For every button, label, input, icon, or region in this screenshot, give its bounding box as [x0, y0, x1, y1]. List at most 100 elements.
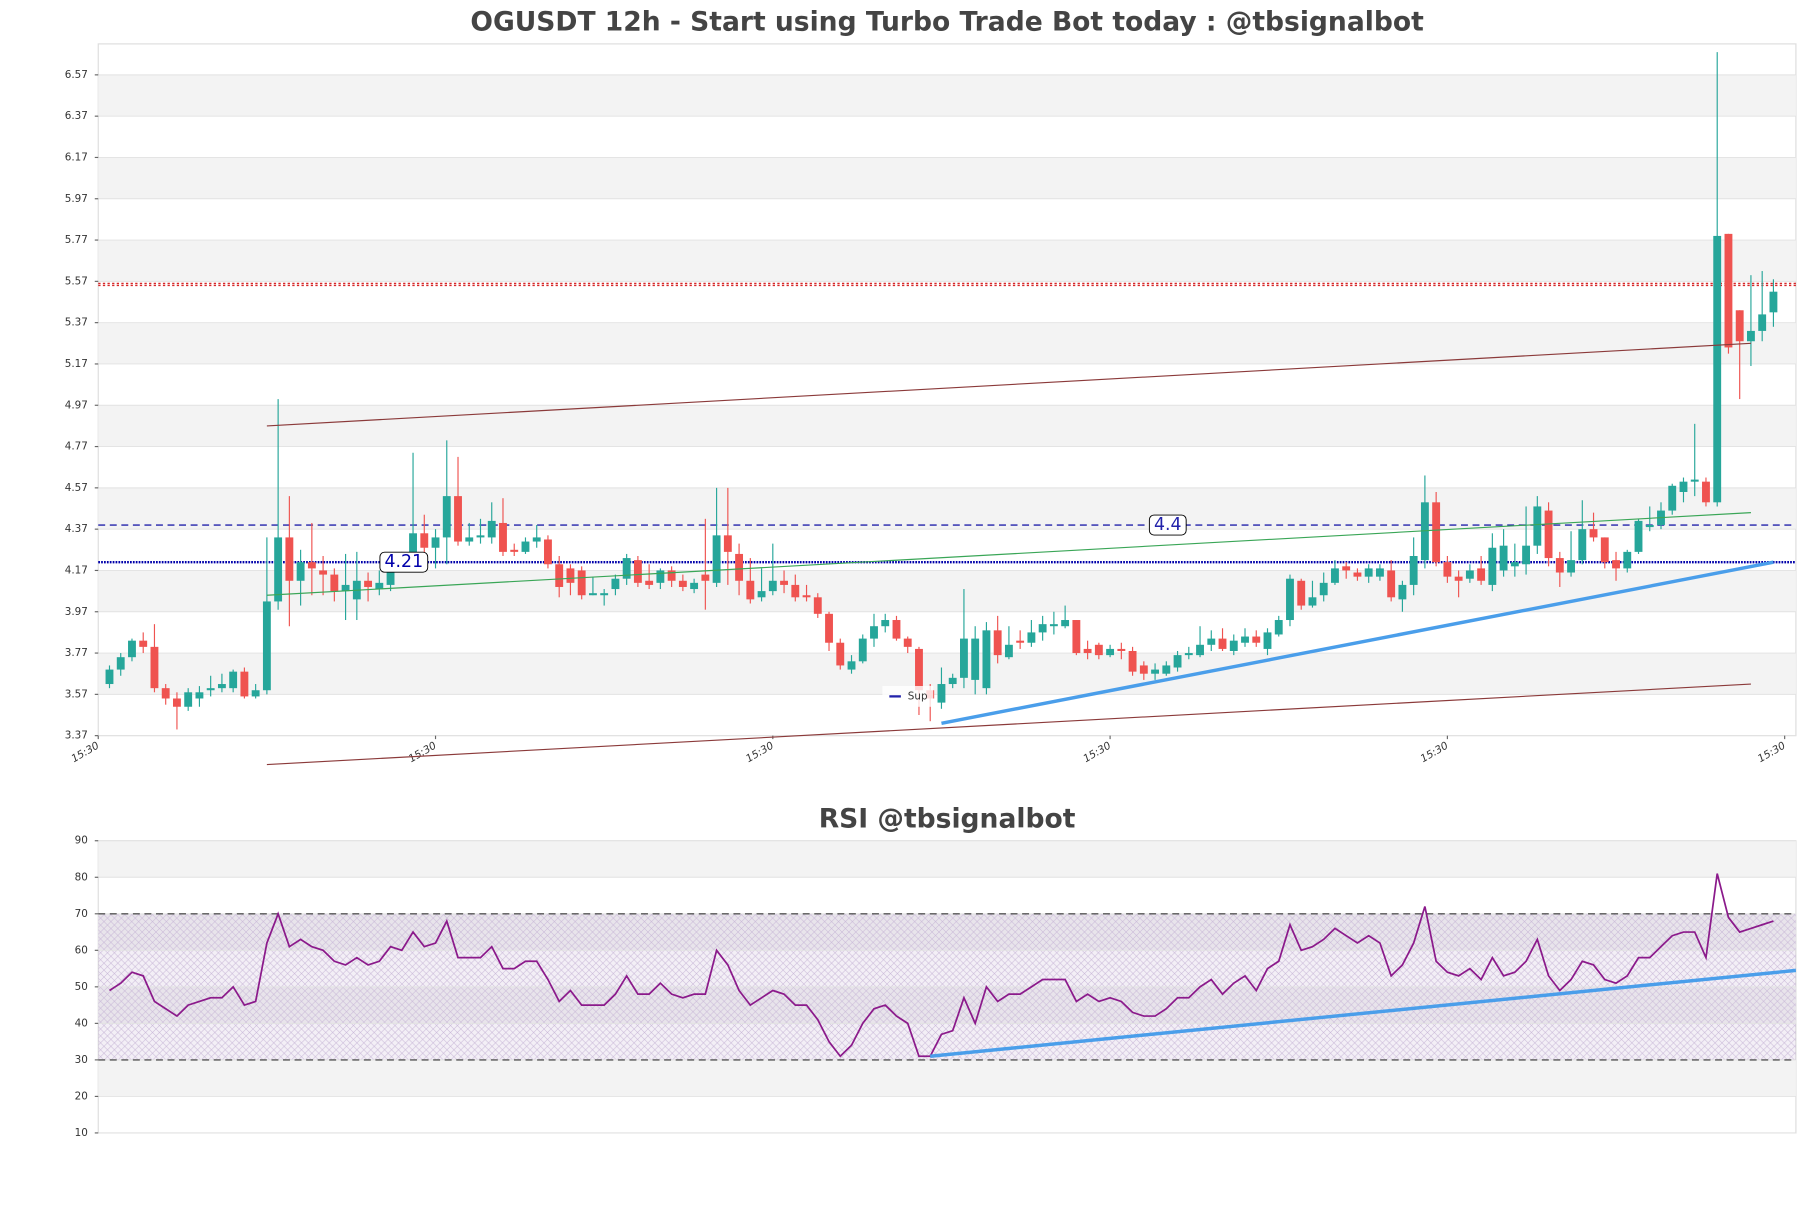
- candle-body: [1567, 560, 1575, 573]
- candle-body: [150, 646, 159, 689]
- candle-body: [690, 582, 699, 590]
- y-tick-label: 4.17: [65, 564, 88, 576]
- candle-body: [1027, 632, 1036, 643]
- candle-body: [1196, 644, 1204, 656]
- candle-body: [1690, 479, 1699, 482]
- candle-body: [1162, 665, 1171, 674]
- candle-body: [1555, 558, 1564, 573]
- candle-body: [1308, 597, 1317, 606]
- candle-body: [712, 535, 721, 583]
- candle-body: [960, 638, 968, 678]
- candle-body: [544, 539, 552, 565]
- grid-band: [98, 487, 1796, 530]
- candle-body: [1589, 529, 1598, 538]
- y-tick-label: 3.97: [65, 606, 88, 618]
- candle-body: [139, 640, 148, 647]
- candle-body: [1679, 481, 1688, 492]
- candle-body: [1128, 650, 1137, 672]
- candle-body: [1241, 636, 1249, 643]
- candle-body: [1139, 665, 1148, 674]
- y-tick-label: 6.37: [65, 110, 88, 122]
- candle-body: [1331, 568, 1339, 583]
- y-tick-label: 4.97: [65, 399, 88, 411]
- candle-body: [971, 638, 980, 680]
- grid-band: [98, 1059, 1796, 1097]
- candle-body: [1769, 291, 1778, 313]
- level-label-box: [379, 551, 429, 573]
- candle-body: [993, 630, 1002, 656]
- candle-body: [274, 537, 283, 602]
- trend-line: [266, 683, 1751, 766]
- candle-body: [1758, 314, 1767, 331]
- candle-body: [633, 560, 642, 583]
- candle-body: [577, 570, 586, 596]
- candle-body: [1522, 545, 1531, 565]
- candle-body: [487, 520, 496, 538]
- y-tick-label: 20: [75, 1090, 88, 1102]
- candle-body: [128, 640, 136, 658]
- candle-body: [1263, 632, 1272, 649]
- candle-body: [746, 580, 755, 600]
- candle-body: [1094, 644, 1103, 656]
- candle-body: [195, 692, 204, 699]
- candle-body: [566, 568, 575, 583]
- candle-body: [1499, 545, 1508, 571]
- candle-body: [161, 688, 170, 699]
- grid-band: [98, 653, 1796, 695]
- grid-band: [98, 322, 1796, 364]
- legend-box: [882, 685, 934, 707]
- candle-body: [858, 638, 867, 662]
- candle-body: [184, 692, 193, 707]
- candle-body: [1016, 640, 1025, 643]
- candle-body: [1735, 310, 1744, 342]
- candle-body: [611, 578, 620, 590]
- candle-body: [1173, 655, 1182, 668]
- candle-body: [1533, 506, 1542, 546]
- candle-body: [1578, 529, 1587, 561]
- candle-body: [532, 537, 541, 542]
- level-label-box: [1148, 514, 1187, 536]
- candle-body: [588, 593, 597, 596]
- candle-body: [1443, 562, 1452, 577]
- candle-body: [600, 593, 609, 596]
- candle-body: [1387, 570, 1396, 598]
- y-tick-label: 80: [75, 871, 88, 883]
- y-tick-label: 10: [75, 1127, 88, 1139]
- candle-body: [229, 671, 238, 689]
- candle-body: [1049, 624, 1058, 627]
- candle-body: [206, 688, 215, 691]
- candle-body: [723, 535, 732, 552]
- candle-body: [1409, 556, 1418, 585]
- candle-body: [1600, 537, 1609, 563]
- candle-body: [802, 595, 811, 598]
- candle-body: [1061, 620, 1070, 627]
- candle-body: [1286, 578, 1294, 621]
- candle-body: [555, 564, 564, 587]
- y-tick-label: 5.57: [65, 275, 88, 287]
- candle-body: [375, 582, 384, 590]
- candle-body: [499, 522, 507, 552]
- candle-body: [341, 584, 350, 592]
- candle-body: [1274, 620, 1283, 635]
- candle-body: [330, 574, 339, 592]
- y-tick-label: 3.77: [65, 647, 88, 659]
- y-tick-label: 4.37: [65, 523, 88, 535]
- candle-body: [622, 558, 631, 579]
- legend-label: Sup: [908, 690, 928, 702]
- candle-body: [1004, 644, 1013, 658]
- candle-body: [1072, 620, 1081, 654]
- candle-body: [1038, 624, 1047, 633]
- grid-band: [98, 570, 1796, 612]
- candle-body: [982, 630, 991, 689]
- y-tick-label: 4.57: [65, 482, 88, 494]
- candle-body: [521, 541, 530, 552]
- candle-body: [1375, 568, 1384, 577]
- trend-line: [930, 968, 1797, 1058]
- candle-body: [678, 580, 687, 587]
- candle-body: [1488, 547, 1497, 585]
- candle-body: [915, 648, 923, 691]
- candle-body: [431, 537, 440, 548]
- candle-body: [780, 580, 788, 585]
- y-tick-label: 30: [75, 1054, 88, 1066]
- level-label: 4.4: [1154, 515, 1182, 535]
